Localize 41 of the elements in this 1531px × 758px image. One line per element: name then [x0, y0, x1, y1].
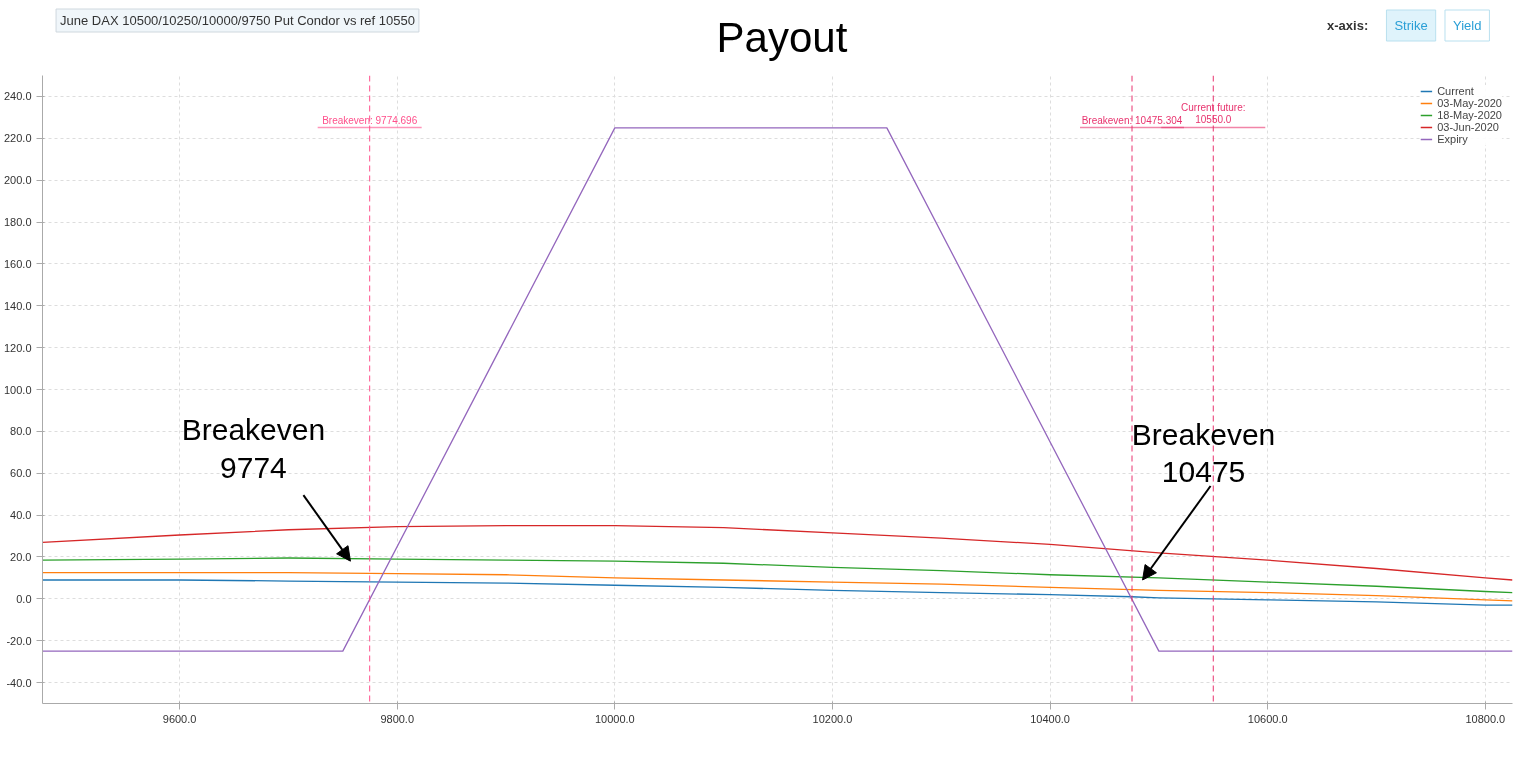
line-series — [42, 524, 1513, 581]
chart-subtitle: June DAX 10500/10250/10000/9750 Put Condor vs ref 10550 — [60, 13, 415, 28]
y-tick-label: 140.0 — [3, 299, 32, 312]
legend-label: Expiry — [1437, 133, 1468, 145]
y-tick-label: 0.0 — [16, 592, 32, 605]
y-tick-label: 100.0 — [3, 383, 32, 396]
legend-label: 03-Jun-2020 — [1437, 121, 1499, 133]
y-tick-label: 220.0 — [3, 132, 32, 145]
y-tick-label: 80.0 — [10, 425, 32, 438]
line-series — [42, 579, 1513, 606]
x-tick-label: 10800.0 — [1465, 712, 1506, 725]
y-tick-label: -40.0 — [6, 676, 32, 689]
x-tick-label: 10200.0 — [812, 712, 853, 725]
x-tick-label: 10400.0 — [1030, 712, 1070, 725]
legend-label: 18-May-2020 — [1437, 109, 1502, 121]
annotation: Breakeven 10475 — [1131, 417, 1276, 489]
y-tick-label: 180.0 — [3, 216, 32, 229]
ref-line-label: Breakeven: 9774.696 — [322, 114, 418, 126]
y-tick-label: 60.0 — [10, 467, 32, 480]
y-tick-label: 120.0 — [3, 341, 32, 354]
annotation: Breakeven 9774 — [181, 412, 326, 484]
x-tick-label: 9600.0 — [162, 712, 197, 725]
y-tick-label: 200.0 — [3, 174, 32, 187]
text: Strike — [1394, 18, 1428, 33]
chart-title: Payout — [716, 14, 848, 61]
x-tick-label: 10600.0 — [1247, 712, 1288, 725]
text: x-axis: — [1327, 18, 1369, 33]
y-tick-label: 20.0 — [10, 550, 32, 563]
text: Yield — [1452, 18, 1482, 33]
y-tick-label: 40.0 — [10, 509, 32, 522]
ref-line-label: Breakeven: 10475.304 — [1081, 114, 1183, 126]
x-tick-label: 10000.0 — [594, 712, 635, 725]
ref-line-label: Current future: 10550.0 — [1181, 102, 1246, 126]
line-series — [42, 557, 1513, 594]
line-series — [42, 572, 1513, 602]
y-tick-label: 240.0 — [3, 90, 32, 103]
legend-label: 03-May-2020 — [1437, 97, 1502, 109]
legend-label: Current — [1437, 85, 1474, 97]
x-tick-label: 9800.0 — [380, 712, 415, 725]
y-tick-label: -20.0 — [6, 634, 32, 647]
y-tick-label: 160.0 — [3, 257, 32, 270]
